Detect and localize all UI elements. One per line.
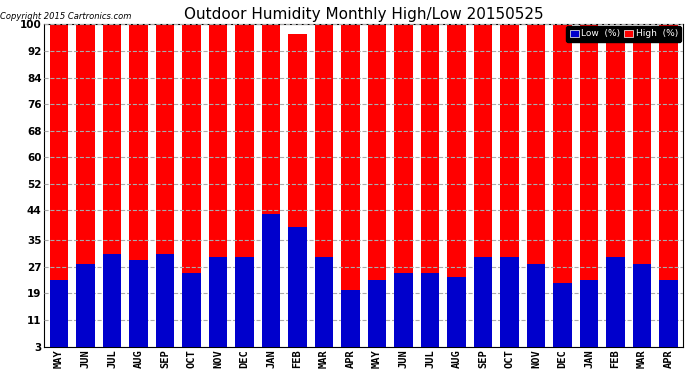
Bar	[526, 264, 545, 346]
Bar	[553, 15, 572, 346]
Bar	[50, 280, 68, 346]
Bar	[394, 273, 413, 346]
Bar	[500, 15, 519, 346]
Bar	[368, 15, 386, 346]
Bar	[580, 24, 598, 346]
Text: Copyright 2015 Cartronics.com: Copyright 2015 Cartronics.com	[0, 12, 131, 21]
Bar	[235, 257, 254, 346]
Bar	[659, 280, 678, 346]
Bar	[368, 280, 386, 346]
Bar	[235, 15, 254, 346]
Bar	[76, 15, 95, 346]
Legend: Low  (%), High  (%): Low (%), High (%)	[566, 26, 681, 42]
Bar	[156, 254, 175, 346]
Bar	[607, 38, 624, 346]
Bar	[633, 264, 651, 346]
Bar	[447, 277, 466, 346]
Bar	[607, 257, 624, 346]
Bar	[315, 15, 333, 346]
Bar	[76, 264, 95, 346]
Bar	[474, 257, 492, 346]
Bar	[156, 15, 175, 346]
Bar	[182, 273, 201, 346]
Title: Outdoor Humidity Monthly High/Low 20150525: Outdoor Humidity Monthly High/Low 201505…	[184, 7, 544, 22]
Bar	[633, 28, 651, 347]
Bar	[341, 15, 359, 346]
Bar	[262, 214, 280, 346]
Bar	[526, 15, 545, 346]
Bar	[103, 254, 121, 346]
Bar	[208, 15, 227, 346]
Bar	[129, 15, 148, 346]
Bar	[394, 15, 413, 346]
Bar	[580, 280, 598, 346]
Bar	[315, 257, 333, 346]
Bar	[50, 15, 68, 346]
Bar	[288, 34, 307, 346]
Bar	[262, 15, 280, 346]
Bar	[474, 15, 492, 346]
Bar	[659, 15, 678, 346]
Bar	[129, 260, 148, 346]
Bar	[341, 290, 359, 346]
Bar	[208, 257, 227, 346]
Bar	[103, 15, 121, 346]
Bar	[421, 273, 440, 346]
Bar	[182, 15, 201, 346]
Bar	[553, 284, 572, 346]
Bar	[288, 227, 307, 346]
Bar	[500, 257, 519, 346]
Bar	[421, 15, 440, 346]
Bar	[447, 15, 466, 346]
